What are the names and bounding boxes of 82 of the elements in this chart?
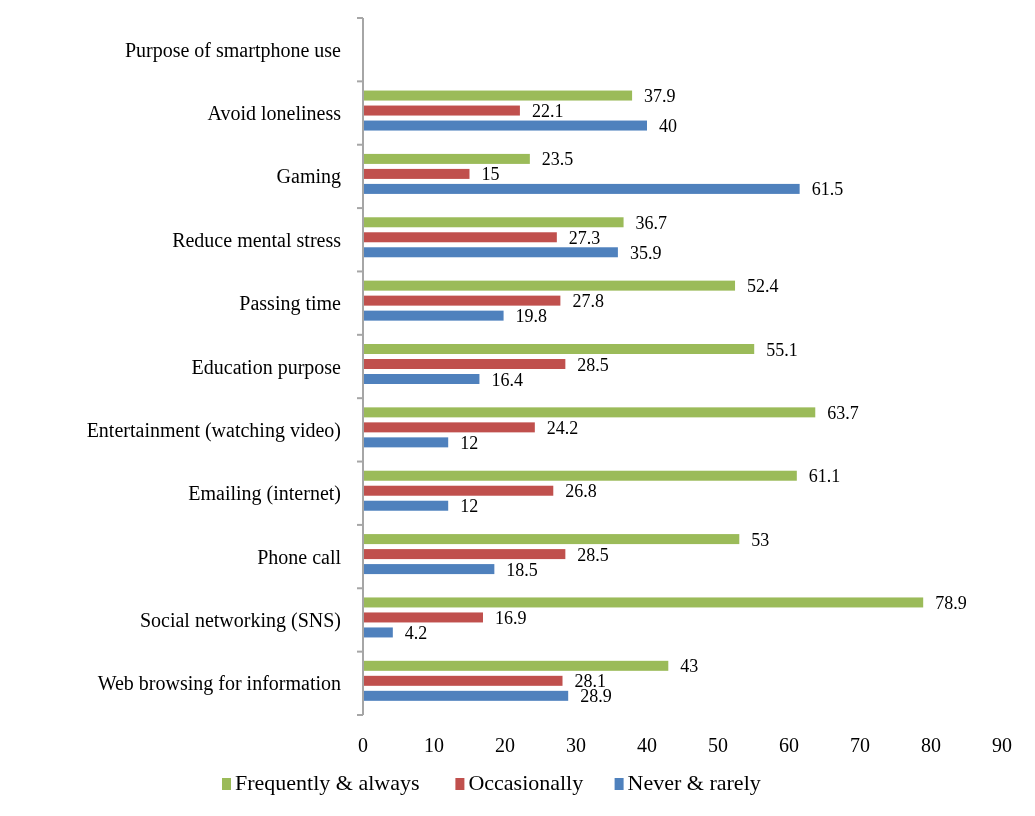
x-tick-label: 90 <box>992 734 1012 756</box>
data-label: 43 <box>680 656 699 677</box>
legend-label: Frequently & always <box>235 770 420 795</box>
x-tick-label: 40 <box>637 734 657 756</box>
y-tick-label: Education purpose <box>191 355 342 379</box>
bar <box>363 675 563 686</box>
data-label: 27.8 <box>572 291 604 312</box>
data-label: 61.1 <box>808 466 841 487</box>
data-label: 12 <box>460 432 479 453</box>
bar <box>363 120 647 131</box>
x-tick-label: 0 <box>358 734 368 756</box>
x-tick-label: 10 <box>424 734 444 756</box>
bar <box>363 168 470 179</box>
x-tick-label: 70 <box>850 734 870 756</box>
data-label: 4.2 <box>404 622 428 643</box>
x-tick-label: 80 <box>921 734 941 756</box>
bar <box>363 407 816 418</box>
data-label: 37.9 <box>644 86 676 107</box>
bar <box>363 612 483 623</box>
data-label: 22.1 <box>531 101 564 122</box>
x-tick-label: 50 <box>708 734 728 756</box>
data-label: 18.5 <box>506 559 538 580</box>
bar <box>363 217 624 228</box>
data-label: 15 <box>481 164 500 185</box>
bar <box>363 295 561 306</box>
bar <box>363 500 449 511</box>
data-label: 24.2 <box>546 417 579 438</box>
x-tick-label: 20 <box>495 734 515 756</box>
x-tick-label: 60 <box>779 734 799 756</box>
y-tick-label: Phone call <box>257 545 342 568</box>
y-tick-label: Web browsing for information <box>97 672 341 696</box>
bar <box>363 232 557 243</box>
data-label: 19.8 <box>515 306 548 327</box>
bar <box>363 310 504 321</box>
data-label: 23.5 <box>541 149 574 170</box>
bar <box>363 90 633 101</box>
y-axis-title: Purpose of smartphone use <box>124 38 342 62</box>
bar <box>363 485 554 496</box>
legend-label: Occasionally <box>468 770 584 795</box>
legend-label: Never & rarely <box>627 770 761 795</box>
data-label: 26.8 <box>565 481 597 502</box>
data-label: 53 <box>751 529 770 550</box>
bar <box>363 470 797 481</box>
y-tick-label: Social networking (SNS) <box>139 608 341 632</box>
y-tick-label: Gaming <box>276 165 341 189</box>
y-tick-label: Emailing (internet) <box>188 482 341 506</box>
data-label: 16.9 <box>494 607 527 628</box>
data-label: 52.4 <box>747 276 779 297</box>
bar <box>363 564 495 575</box>
bar <box>363 534 740 545</box>
y-tick-label: Avoid loneliness <box>207 102 342 125</box>
bar <box>363 247 618 258</box>
data-label: 28.5 <box>577 544 609 565</box>
bar <box>363 183 800 194</box>
bar <box>363 549 566 560</box>
data-label: 16.4 <box>491 369 523 390</box>
x-tick-label: 30 <box>566 734 586 756</box>
data-label: 40 <box>659 116 677 137</box>
data-label: 36.7 <box>635 212 668 233</box>
bar <box>363 105 520 116</box>
y-tick-label: Reduce mental stress <box>172 228 342 251</box>
data-label: 61.5 <box>811 179 844 200</box>
data-label: 12 <box>460 496 479 517</box>
bar <box>363 359 566 369</box>
data-label: 27.3 <box>568 227 601 248</box>
bar <box>363 597 924 608</box>
bar <box>363 344 755 354</box>
bar <box>363 422 535 433</box>
data-label: 28.5 <box>577 354 609 375</box>
bar <box>363 660 669 671</box>
data-label: 55.1 <box>766 339 798 360</box>
y-tick-label: Entertainment (watching video) <box>86 418 341 442</box>
data-label: 35.9 <box>629 242 662 263</box>
data-label: 63.7 <box>827 402 859 423</box>
bar <box>363 374 480 384</box>
bar <box>363 690 569 701</box>
bar <box>363 437 449 448</box>
y-tick-label: Passing time <box>239 292 342 316</box>
bar <box>363 280 736 291</box>
bar <box>363 627 393 638</box>
data-label: 78.9 <box>935 592 967 613</box>
bar <box>363 153 530 164</box>
